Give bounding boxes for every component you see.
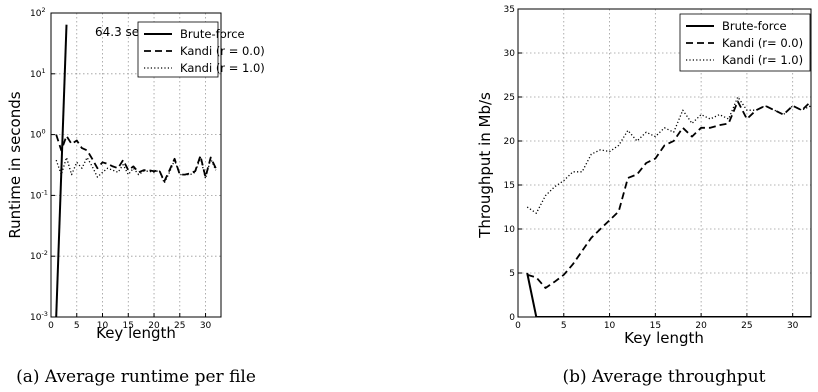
throughput-y-tick-label: 5 (509, 269, 515, 279)
throughput-legend-label: Kandi (r= 0.0) (722, 36, 803, 50)
runtime-x-tick-label: 10 (97, 321, 109, 331)
throughput-y-ticks: 0 5 10 15 20 25 30 35 (504, 5, 522, 323)
runtime-x-tick-label: 30 (200, 321, 212, 331)
runtime-legend-label: Kandi (r = 1.0) (180, 61, 265, 75)
throughput-x-tick-label: 25 (741, 321, 752, 331)
runtime-y-axis-title: Runtime in seconds (6, 91, 24, 238)
runtime-x-tick-label: 5 (74, 321, 80, 331)
throughput-y-axis-title: Throughput in Mb/s (476, 92, 494, 239)
runtime-series-line-dashed (55, 134, 217, 183)
runtime-grid (51, 13, 221, 317)
runtime-caption: (a) Average runtime per file (16, 367, 256, 387)
throughput-x-tick-label: 0 (515, 321, 521, 331)
throughput-series (526, 96, 811, 317)
throughput-x-tick-label: 30 (787, 321, 799, 331)
throughput-x-tick-label: 20 (695, 321, 707, 331)
throughput-x-tick-label: 10 (604, 321, 616, 331)
throughput-x-tick-label: 5 (561, 321, 567, 331)
runtime-y-tick-label: 101 (30, 67, 46, 80)
throughput-grid (518, 9, 811, 317)
throughput-chart: 0 5 10 15 20 25 30 0 5 10 15 20 25 30 35 Key length T… (476, 5, 812, 387)
throughput-x-ticks: 0 5 10 15 20 25 30 (515, 313, 799, 331)
runtime-series-line-dotted (55, 156, 217, 184)
throughput-x-axis-title: Key length (624, 329, 704, 347)
throughput-y-tick-label: 0 (509, 313, 515, 323)
runtime-x-tick-label: 15 (123, 321, 134, 331)
runtime-chart: 0 5 10 15 20 25 30 10-3 10-2 10-1 100 101 102 Key l… (6, 6, 265, 387)
runtime-y-tick-label: 100 (30, 128, 46, 141)
runtime-y-tick-label: 102 (30, 6, 46, 19)
runtime-y-tick-label: 10-1 (30, 188, 48, 201)
throughput-legend-label: Brute-force (722, 19, 787, 33)
runtime-x-ticks: 0 5 10 15 20 25 30 (48, 313, 212, 331)
runtime-series (55, 24, 217, 317)
runtime-legend: Brute-force Kandi (r = 0.0) Kandi (r = 1.0… (137, 21, 265, 78)
throughput-plot-frame (517, 8, 812, 318)
runtime-legend-label: Kandi (r = 0.0) (180, 44, 265, 58)
runtime-x-tick-label: 25 (174, 321, 185, 331)
throughput-caption: (b) Average throughput (563, 367, 766, 387)
throughput-legend: Brute-force Kandi (r= 0.0) Kandi (r= 1.0) (679, 13, 811, 72)
throughput-series-line-dashed (526, 100, 811, 289)
throughput-y-tick-label: 10 (504, 225, 516, 235)
throughput-y-tick-label: 25 (504, 93, 515, 103)
throughput-series-line-solid (526, 272, 811, 317)
throughput-x-tick-label: 15 (650, 321, 661, 331)
throughput-y-tick-label: 30 (504, 49, 516, 59)
throughput-y-tick-label: 35 (504, 5, 515, 15)
runtime-legend-label: Brute-force (180, 27, 245, 41)
throughput-y-tick-label: 15 (504, 181, 515, 191)
runtime-series-line-solid (55, 24, 68, 317)
runtime-x-axis-title: Key length (96, 324, 176, 342)
runtime-plot-frame (50, 12, 222, 318)
runtime-y-tick-label: 10-2 (30, 249, 48, 262)
throughput-series-line-dotted (526, 96, 811, 214)
runtime-x-tick-label: 0 (48, 321, 54, 331)
throughput-y-tick-label: 20 (504, 137, 516, 147)
runtime-x-tick-label: 20 (148, 321, 160, 331)
runtime-y-tick-label: 10-3 (30, 310, 48, 323)
throughput-legend-label: Kandi (r= 1.0) (722, 53, 803, 67)
